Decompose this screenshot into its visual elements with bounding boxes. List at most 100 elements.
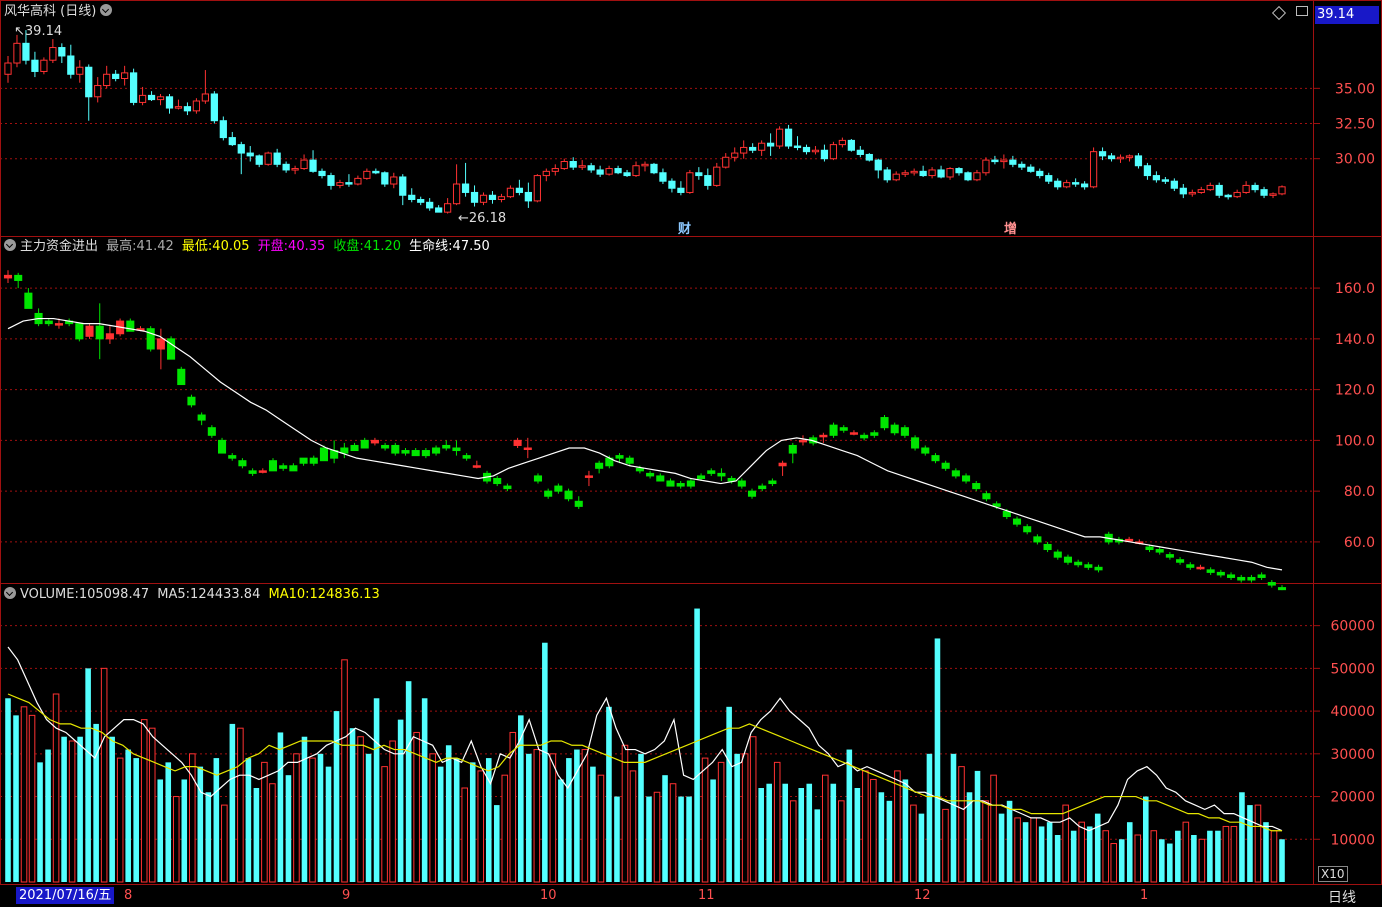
- indicator-candle: [1125, 538, 1134, 542]
- volume-bar: [590, 766, 596, 882]
- event-zeng-marker[interactable]: 增: [1004, 222, 1018, 237]
- volume-bar: [509, 731, 517, 883]
- price-candle: [1072, 182, 1080, 185]
- indicator-candle: [1063, 556, 1073, 563]
- chevron-down-icon[interactable]: [4, 239, 16, 251]
- axis-divider: [1313, 0, 1314, 885]
- volume-bar: [1254, 804, 1262, 883]
- volume-bar: [373, 698, 380, 882]
- indicator-candle: [432, 447, 441, 454]
- price-candle: [390, 176, 398, 185]
- price-candle: [138, 94, 147, 103]
- volume-bar: [1263, 822, 1269, 882]
- indicator-candle: [533, 475, 543, 482]
- month-label: 8: [124, 888, 133, 903]
- volume-bar: [1167, 843, 1173, 882]
- price-candle: [345, 182, 353, 185]
- volume-bar: [950, 753, 957, 882]
- price-candle: [820, 149, 829, 160]
- volume-bar: [485, 758, 492, 882]
- price-candle: [264, 152, 272, 165]
- volume-bar: [341, 659, 348, 883]
- indicator-candle: [146, 328, 155, 350]
- axis-tick-label: 50000: [1330, 661, 1375, 677]
- period-label[interactable]: 日线: [1328, 890, 1356, 906]
- open-caption: 开盘:: [257, 239, 289, 254]
- indicator-candle: [849, 432, 858, 435]
- indicator-candle: [1012, 518, 1022, 525]
- price-candle: [291, 168, 299, 171]
- price-candle: [784, 128, 793, 147]
- volume-bar: [205, 792, 212, 882]
- price-candle: [883, 169, 891, 181]
- volume-bar: [606, 706, 612, 882]
- indicator-candle: [962, 475, 971, 482]
- volume-bar: [1078, 821, 1085, 883]
- price-candle: [479, 194, 488, 203]
- price-candle: [94, 85, 102, 98]
- axis-tick-label: 32.50: [1335, 117, 1375, 133]
- axis-tick-label: 140.0: [1335, 332, 1375, 348]
- price-candle: [273, 152, 281, 165]
- volume-bar: [349, 728, 356, 882]
- volume-bar: [389, 740, 396, 883]
- volume-bar: [1191, 835, 1197, 882]
- indicator-candle: [1023, 526, 1032, 533]
- indicator-candle: [167, 338, 176, 360]
- month-label: 1: [1140, 888, 1149, 903]
- volume-bar: [461, 787, 469, 883]
- volume-bar: [1198, 838, 1206, 883]
- volume-bar: [741, 753, 749, 883]
- volume-bar: [621, 744, 629, 883]
- indicator-candle: [758, 485, 767, 490]
- price-candle: [192, 100, 201, 112]
- price-candle: [1242, 184, 1250, 193]
- price-candle: [560, 161, 568, 170]
- volume-bar: [533, 749, 541, 883]
- indicator-candle: [95, 325, 104, 340]
- volume-bar: [1175, 830, 1181, 882]
- indicator-candle: [900, 427, 909, 436]
- price-candle: [282, 163, 290, 171]
- axis-tick-label: 80.0: [1344, 484, 1375, 500]
- time-axis: 2021/07/16/五 8 9 10 11 12 1 日线: [0, 884, 1382, 907]
- event-cai-marker[interactable]: 财: [678, 222, 692, 237]
- chevron-down-icon[interactable]: [4, 587, 16, 599]
- indicator-candle: [584, 475, 593, 478]
- volume-bar: [68, 740, 76, 883]
- volume-bar: [221, 804, 228, 883]
- volume-bar: [710, 779, 716, 882]
- price-candle: [354, 177, 362, 185]
- indicator-candle: [911, 437, 920, 449]
- price-candle: [596, 169, 604, 175]
- main-title: 风华高科 (日线): [4, 4, 97, 19]
- volume-bar: [694, 608, 700, 882]
- volume-bar: [421, 698, 428, 882]
- indicator-candle: [126, 320, 135, 332]
- volume-bar: [886, 800, 893, 882]
- price-candle: [928, 169, 936, 177]
- volume-bar: [653, 791, 661, 883]
- indicator-candle: [24, 292, 33, 309]
- window-icon[interactable]: [1296, 6, 1308, 16]
- price-candle: [542, 170, 550, 177]
- indicator-candle: [350, 444, 359, 452]
- axis-tick-label: 100.0: [1335, 433, 1375, 449]
- axis-tick-label: 60.0: [1344, 535, 1375, 551]
- indicator-candle: [737, 480, 746, 487]
- indicator-candle: [778, 462, 787, 467]
- price-candle: [964, 172, 972, 181]
- indicator-candle: [615, 455, 624, 459]
- price-candle: [1224, 194, 1232, 198]
- price-candle: [22, 42, 30, 61]
- volume-bar: [1070, 830, 1077, 882]
- indicator-candle: [1155, 549, 1164, 553]
- volume-bar: [61, 736, 67, 882]
- price-candle: [740, 146, 748, 154]
- price-candle: [318, 170, 326, 177]
- price-candle: [112, 73, 120, 79]
- volume-bar: [662, 775, 668, 882]
- chevron-down-icon[interactable]: [100, 4, 113, 16]
- indicator-candle: [411, 450, 420, 457]
- price-candle: [955, 168, 963, 174]
